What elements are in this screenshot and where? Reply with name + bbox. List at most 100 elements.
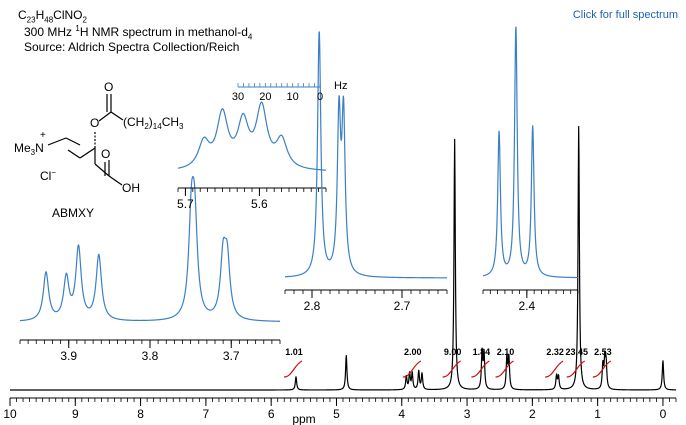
inset-trace-peak [515,25,516,26]
bond-ch2-n [65,137,81,146]
acid-o-label: O [101,147,110,161]
main-tick-label: 10 [3,407,17,421]
inset-tick-label: 3.7 [223,349,240,363]
integral-curve [566,360,586,378]
integral-curve [495,360,514,378]
inset-trace-peak [243,113,244,114]
main-tick-label: 8 [137,407,144,421]
inset-trace-peak [66,273,67,274]
chloride-label: Cl− [40,168,56,183]
plus-charge: + [40,130,46,141]
main-tick-label: 3 [464,407,471,421]
main-tick-label: 5 [333,407,340,421]
acid-oh-label: OH [122,181,140,195]
structure-labels: Me3N + Cl− O O (CH2)14CH3 O OH ABMXY [14,80,184,220]
spectrum-description: 300 MHz 1H NMR spectrum in methanol-d4 [24,24,252,41]
hz-tick-label: 20 [259,91,271,103]
inset-trace [177,101,327,171]
bond-o-cester [98,111,112,122]
inset-trace-peak [227,241,228,242]
main-tick-label: 7 [203,407,210,421]
integral-curve [545,360,564,378]
formula-c: C [18,8,27,22]
inset-trace-peak [45,271,46,272]
integral-label: 2.53 [594,347,612,357]
inset-spectra: 3.9 3.8 3.7 5.7 5.6 2.8 2.7 2.4 30 20 10 0 Hz [19,25,579,363]
inset-trace-peak [78,244,79,245]
inset-trace-peak [98,254,99,255]
chemical-structure [47,94,124,186]
main-trace-peak [454,138,455,139]
me3-label: Me3N [14,141,44,157]
inset-trace-peak [343,96,344,97]
main-trace [10,126,677,391]
ester-o-label: O [90,116,99,130]
formula-c-sub: 23 [26,15,36,25]
inset-tick-label: 3.9 [60,349,77,363]
inset-trace-peak [191,184,192,185]
inset-trace-peak [281,135,282,136]
main-tick-label: 6 [268,407,275,421]
inset-trace [482,26,578,279]
spin-system-label: ABMXY [52,206,94,220]
carbonyl-o-label: O [104,80,113,94]
integral-label: 1.01 [285,347,303,357]
integral-label: 9.00 [444,347,462,357]
hz-tick-label: 30 [232,91,244,103]
desc-sub: 4 [247,32,253,42]
main-trace-peak [578,125,579,126]
inset-tick-label: 2.7 [394,299,411,313]
desc-pre: 300 MHz [24,25,76,39]
formula-h-sub: 48 [44,15,54,25]
inset-inset-3.8: 3.9 3.8 3.7 [19,175,281,363]
full-spectrum-link[interactable]: Click for full spectrum [572,9,678,21]
main-tick-label: 4 [398,407,405,421]
main-tick-label: 9 [72,407,79,421]
bond-n-ch2 [47,137,67,146]
inset-trace-peak [194,186,195,187]
main-trace-peak [662,360,663,361]
inset-inset-5.6: 5.7 5.6 [177,101,327,211]
inset-trace [19,175,281,322]
inset-trace-peak [532,125,533,126]
formula-rest-sub: 2 [82,15,87,25]
molecular-formula: C23H48ClNO2 [18,8,87,24]
inset-trace [284,31,447,279]
integral-curve [442,360,461,378]
bond-c1-c2 [79,147,96,159]
main-trace-peak [421,372,422,373]
bond-c3-cooh [94,163,110,177]
inset-trace-peak [498,130,499,131]
bond-n-c1 [67,149,81,159]
main-trace-peak [556,374,557,375]
inset-trace-peak [319,30,320,31]
main-trace-peak [558,374,559,375]
main-trace-peak [295,376,296,377]
inset-trace-peak [338,95,339,96]
bond-ester-chain [110,111,124,121]
desc-sup: 1 [75,24,80,33]
inset-tick-label: 2.8 [304,299,321,313]
integral-curve [402,360,422,378]
integral-label: 23.45 [565,347,588,357]
hz-unit-label: Hz [334,80,347,92]
hz-tick-label: 0 [317,91,323,103]
inset-tick-label: 3.8 [142,349,159,363]
inset-tick-label: 5.6 [251,197,268,211]
hz-tick-label: 10 [287,91,299,103]
hz-scale: 30 20 10 0 Hz [232,80,348,103]
integral-label: 2.00 [404,347,422,357]
integral-curve [592,360,612,378]
inset-trace-peak [222,108,223,109]
integral-label: 1.84 [473,347,491,357]
integral-curve [471,360,490,378]
inset-tick-label: 5.7 [177,197,194,211]
formula-rest: ClNO [53,8,83,22]
main-tick-label: 0 [660,407,667,421]
main-trace-peak [346,354,347,355]
desc-mid: H NMR spectrum in methanol-d [79,25,248,39]
inset-tick-label: 2.4 [519,299,536,313]
